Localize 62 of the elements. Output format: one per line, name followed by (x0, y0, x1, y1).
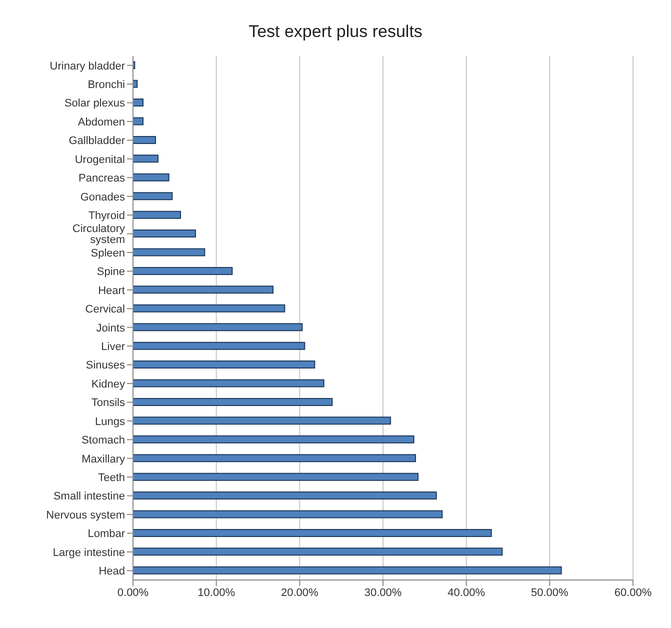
y-tick-label: Tonsils (91, 397, 126, 410)
bar (133, 173, 170, 182)
y-tick-label: Urogenital (74, 154, 125, 166)
y-tick-label: Abdomen (78, 116, 125, 128)
y-tick-label: Maxillary (82, 453, 126, 466)
bar (133, 548, 503, 556)
bar (133, 454, 416, 462)
y-tick-label: Stomach (82, 434, 125, 447)
bar (133, 266, 233, 275)
x-tick-label: 10.00% (198, 586, 236, 599)
y-tick-label: Gallbladder (68, 135, 126, 148)
bar (133, 230, 196, 238)
bar (133, 379, 324, 388)
y-tick-label: Lungs (95, 416, 126, 428)
bar (133, 210, 181, 219)
bar (133, 566, 562, 574)
y-tick-label: Joints (96, 322, 126, 334)
x-tick-label: 60.00% (614, 586, 652, 599)
bar (133, 248, 206, 256)
y-tick-label: Small intestine (53, 490, 125, 503)
y-tick-label: Liver (101, 340, 126, 353)
y-tick-label: Bronchi (88, 78, 125, 91)
y-tick-label: Thyroid (88, 210, 125, 222)
bar (133, 304, 286, 312)
y-tick-label: Solar plexus (64, 98, 126, 110)
bar (133, 192, 173, 200)
bar (133, 136, 156, 144)
y-tick-label: Large intestine (52, 546, 125, 559)
y-tick-label: Gonades (80, 191, 126, 204)
bar (133, 398, 333, 406)
y-tick-label: Pancreas (78, 172, 126, 185)
bar (133, 416, 391, 425)
x-tick-label: 40.00% (448, 586, 486, 599)
bar (133, 286, 274, 294)
bar (133, 98, 144, 107)
y-tick-label: Nervous system (46, 509, 125, 522)
x-tick-label: 50.00% (531, 586, 569, 599)
bar (133, 472, 418, 481)
bar (133, 154, 158, 163)
x-tick-label: 20.00% (281, 586, 319, 599)
x-tick-label: 30.00% (364, 586, 402, 599)
y-tick-label: Spine (96, 266, 125, 278)
y-tick-label: Lombar (88, 528, 126, 540)
y-tick-label: Circulatory system (72, 223, 126, 246)
bar (133, 117, 144, 126)
y-tick-label: Cervical (85, 304, 125, 316)
bar (133, 510, 443, 518)
bar (133, 528, 492, 537)
chart-title: Test expert plus results (248, 21, 424, 43)
y-tick-label: Head (98, 566, 125, 578)
y-tick-label: Sinuses (86, 360, 126, 372)
y-tick-label: Spleen (90, 247, 125, 260)
y-tick-label: Kidney (91, 378, 126, 390)
x-tick-label: 0.00% (117, 586, 149, 599)
bar (133, 435, 414, 444)
bar (133, 342, 306, 350)
bar (133, 360, 316, 369)
y-tick-label: Urinary bladder (50, 60, 126, 72)
bar (133, 492, 437, 500)
bar (133, 323, 303, 332)
y-tick-label: Teeth (98, 472, 125, 484)
y-tick-label: Heart (98, 284, 125, 297)
